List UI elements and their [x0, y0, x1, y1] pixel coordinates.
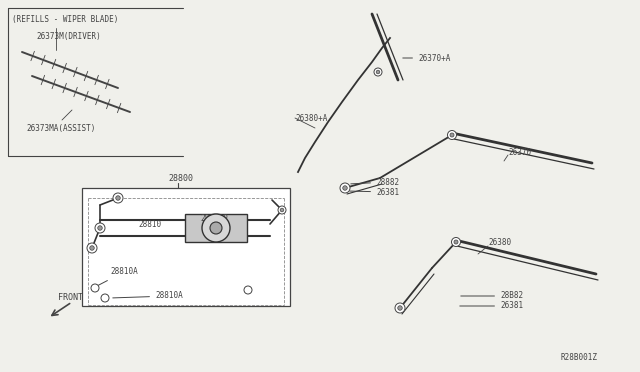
Circle shape: [450, 133, 454, 137]
Circle shape: [113, 193, 123, 203]
Circle shape: [95, 223, 105, 233]
Text: FRONT: FRONT: [58, 294, 83, 302]
Circle shape: [90, 246, 94, 250]
Circle shape: [98, 226, 102, 230]
Circle shape: [451, 237, 461, 247]
Bar: [82, 188, 290, 306]
Text: 26380: 26380: [488, 237, 511, 247]
Text: 26381: 26381: [350, 187, 399, 196]
Circle shape: [376, 70, 380, 74]
Circle shape: [202, 214, 230, 242]
Text: 28810A: 28810A: [113, 292, 183, 301]
Circle shape: [210, 222, 222, 234]
Circle shape: [397, 306, 403, 310]
Bar: [185, 214, 247, 242]
Circle shape: [278, 206, 286, 214]
Circle shape: [374, 68, 382, 76]
Text: 26381: 26381: [460, 301, 523, 311]
Circle shape: [280, 208, 284, 212]
Circle shape: [447, 131, 456, 140]
Text: 28800: 28800: [168, 173, 193, 183]
Circle shape: [101, 294, 109, 302]
Circle shape: [87, 243, 97, 253]
Circle shape: [244, 286, 252, 294]
Circle shape: [91, 284, 99, 292]
Text: 26373M(DRIVER): 26373M(DRIVER): [36, 32, 100, 41]
Circle shape: [340, 183, 350, 193]
Text: 28B82: 28B82: [461, 292, 523, 301]
Text: 28840P: 28840P: [200, 214, 228, 222]
Text: 28882: 28882: [351, 177, 399, 186]
Text: 26370+A: 26370+A: [403, 54, 451, 62]
Text: 26370: 26370: [508, 148, 531, 157]
Circle shape: [395, 303, 405, 313]
Circle shape: [116, 196, 120, 200]
Text: R28B001Z: R28B001Z: [561, 353, 598, 362]
Circle shape: [454, 240, 458, 244]
Text: (REFILLS - WIPER BLADE): (REFILLS - WIPER BLADE): [12, 15, 118, 23]
Text: 26373MA(ASSIST): 26373MA(ASSIST): [26, 124, 95, 132]
Text: 28810A: 28810A: [97, 267, 138, 286]
Text: 28810: 28810: [138, 219, 161, 228]
Text: 26380+A: 26380+A: [295, 113, 328, 122]
Circle shape: [343, 186, 348, 190]
